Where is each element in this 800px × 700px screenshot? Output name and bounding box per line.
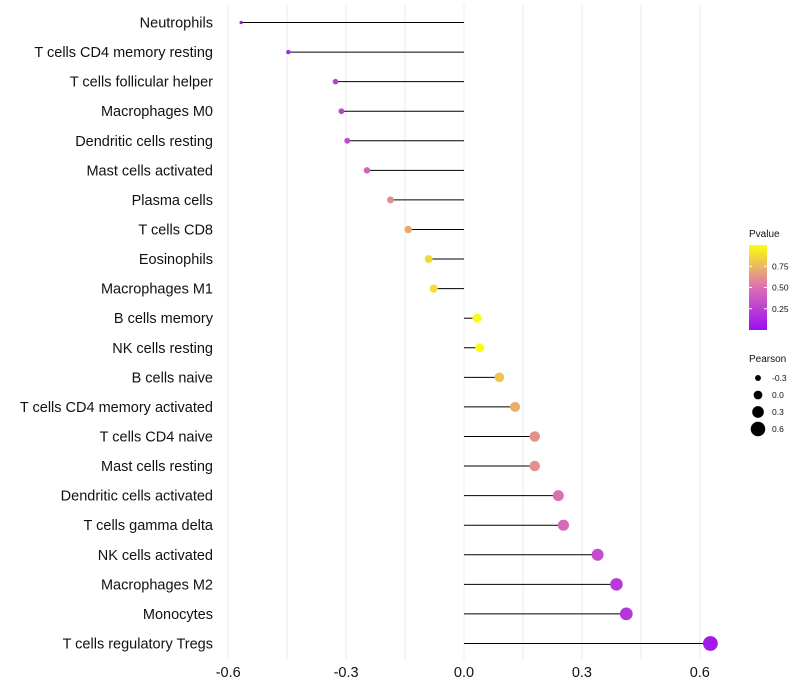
pearson-legend-title: Pearson: [749, 354, 786, 365]
x-tick-label: -0.6: [216, 665, 241, 681]
lollipop-point: [286, 49, 291, 55]
lollipop-point: [332, 78, 339, 85]
lollipop-point: [529, 460, 540, 472]
category-label: NK cells activated: [98, 548, 213, 564]
category-label: Plasma cells: [132, 193, 213, 209]
lollipop-point: [387, 196, 394, 204]
category-label: Mast cells activated: [86, 163, 213, 179]
lollipop-point: [338, 108, 345, 115]
lollipop-point: [557, 519, 570, 531]
pearson-legend: Pearson -0.3 0.0 0.3 0.6: [749, 354, 787, 437]
lollipop-point: [529, 431, 540, 442]
lollipop-point: [610, 578, 623, 591]
colorbar-tick-label: 0.75: [772, 261, 789, 271]
lollipop-point: [552, 490, 564, 502]
lollipop-point: [344, 137, 351, 144]
category-label: Dendritic cells resting: [75, 134, 213, 150]
category-label: Dendritic cells activated: [61, 489, 213, 505]
lollipop-point: [619, 607, 633, 621]
pvalue-legend-title: Pvalue: [749, 229, 780, 240]
category-label: Macrophages M0: [101, 104, 213, 120]
category-label: T cells CD8: [138, 222, 213, 238]
category-label: T cells regulatory Tregs: [63, 636, 213, 652]
category-label: Eosinophils: [139, 252, 213, 268]
category-label: T cells CD4 memory activated: [20, 400, 213, 416]
category-label: Mast cells resting: [101, 459, 213, 475]
pvalue-legend: Pvalue 0.75 0.50 0.25: [749, 229, 789, 330]
lollipop-point: [363, 167, 371, 174]
lollipop-point: [429, 284, 438, 293]
lollipop-stems: [241, 22, 711, 644]
pearson-size-label: 0.6: [772, 424, 784, 434]
lollipop-point: [424, 255, 433, 264]
pearson-size-label: 0.0: [772, 390, 784, 400]
category-label: Macrophages M2: [101, 577, 213, 593]
category-label: Monocytes: [143, 607, 213, 623]
grid-lines: [227, 5, 701, 660]
category-label: Neutrophils: [140, 16, 213, 32]
category-label: Macrophages M1: [101, 282, 213, 298]
category-label: B cells naive: [132, 370, 213, 386]
pearson-size-label: 0.3: [772, 407, 784, 417]
x-tick-label: 0.6: [690, 665, 710, 681]
lollipop-point: [239, 20, 243, 25]
pvalue-colorbar: [749, 245, 767, 330]
lollipop-points: [239, 20, 718, 651]
pearson-size-key: [755, 375, 761, 381]
category-label: T cells CD4 naive: [100, 429, 213, 445]
lollipop-point: [475, 343, 485, 353]
lollipop-point: [404, 225, 412, 234]
x-tick-label: 0.0: [454, 665, 474, 681]
category-label: T cells follicular helper: [70, 75, 213, 91]
category-label: T cells CD4 memory resting: [34, 45, 213, 61]
y-axis-labels: Neutrophils T cells CD4 memory resting T c…: [20, 16, 214, 653]
pearson-size-key: [752, 406, 764, 418]
pearson-size-key: [753, 390, 763, 400]
lollipop-point: [703, 636, 718, 651]
category-label: T cells gamma delta: [84, 518, 214, 534]
x-tick-label: -0.3: [334, 665, 359, 681]
colorbar-tick-label: 0.50: [772, 283, 789, 293]
pearson-size-key: [750, 421, 766, 437]
colorbar-tick-label: 0.25: [772, 304, 789, 314]
lollipop-point: [510, 401, 521, 412]
category-label: B cells memory: [114, 311, 214, 327]
lollipop-point: [591, 548, 604, 561]
lollipop-point: [494, 372, 505, 383]
x-axis-tick-labels: -0.6 -0.3 0.0 0.3 0.6: [216, 665, 710, 681]
lollipop-point: [472, 313, 482, 323]
category-label: NK cells resting: [112, 341, 213, 357]
pearson-size-label: -0.3: [772, 373, 787, 383]
x-tick-label: 0.3: [572, 665, 592, 681]
